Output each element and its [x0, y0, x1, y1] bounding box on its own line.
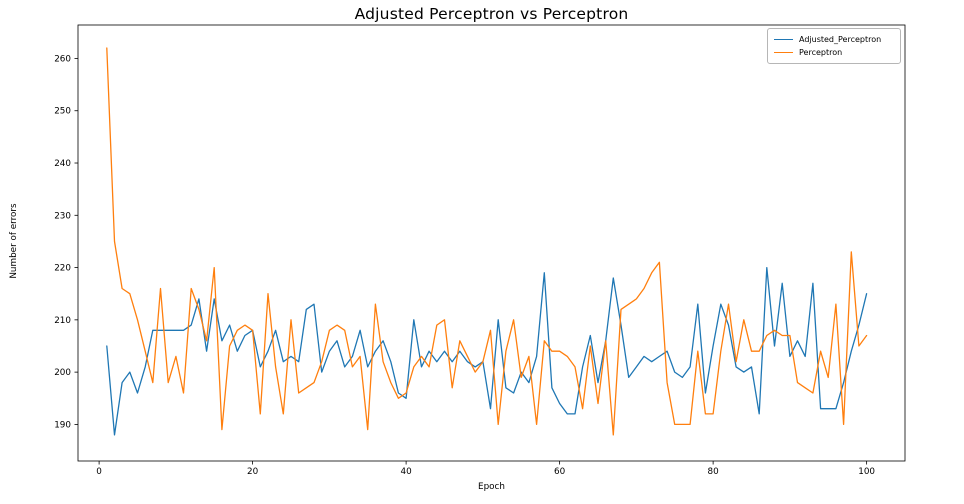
- legend-label: Perceptron: [799, 48, 843, 57]
- chart-title: Adjusted Perceptron vs Perceptron: [354, 5, 629, 23]
- legend-label: Adjusted_Perceptron: [799, 35, 882, 44]
- y-tick-label: 210: [54, 316, 71, 326]
- y-tick-label: 260: [54, 54, 71, 64]
- legend-item-perceptron: Perceptron: [774, 46, 894, 59]
- x-tick-label: 40: [401, 467, 413, 477]
- y-tick-label: 220: [54, 264, 71, 274]
- plot-frame: [77, 24, 906, 462]
- x-tick-label: 80: [708, 467, 720, 477]
- y-axis-label: Number of errors: [9, 203, 19, 279]
- legend-item-adjusted-perceptron: Adjusted_Perceptron: [774, 33, 894, 46]
- x-tick-label: 100: [858, 467, 875, 477]
- y-tick-label: 250: [54, 107, 71, 117]
- legend-line-swatch-orange: [774, 52, 793, 53]
- series-line-perceptron: [106, 47, 868, 436]
- x-tick-label: 20: [247, 467, 259, 477]
- y-tick-label: 230: [54, 211, 71, 221]
- legend-line-swatch-blue: [774, 39, 793, 40]
- x-axis-label: Epoch: [478, 482, 505, 492]
- legend-box: Adjusted_Perceptron Perceptron: [767, 28, 901, 64]
- y-tick-label: 240: [54, 159, 71, 169]
- x-tick-label: 60: [554, 467, 566, 477]
- y-tick-label: 200: [54, 368, 71, 378]
- x-tick-label: 0: [96, 467, 102, 477]
- y-tick-label: 190: [54, 420, 71, 430]
